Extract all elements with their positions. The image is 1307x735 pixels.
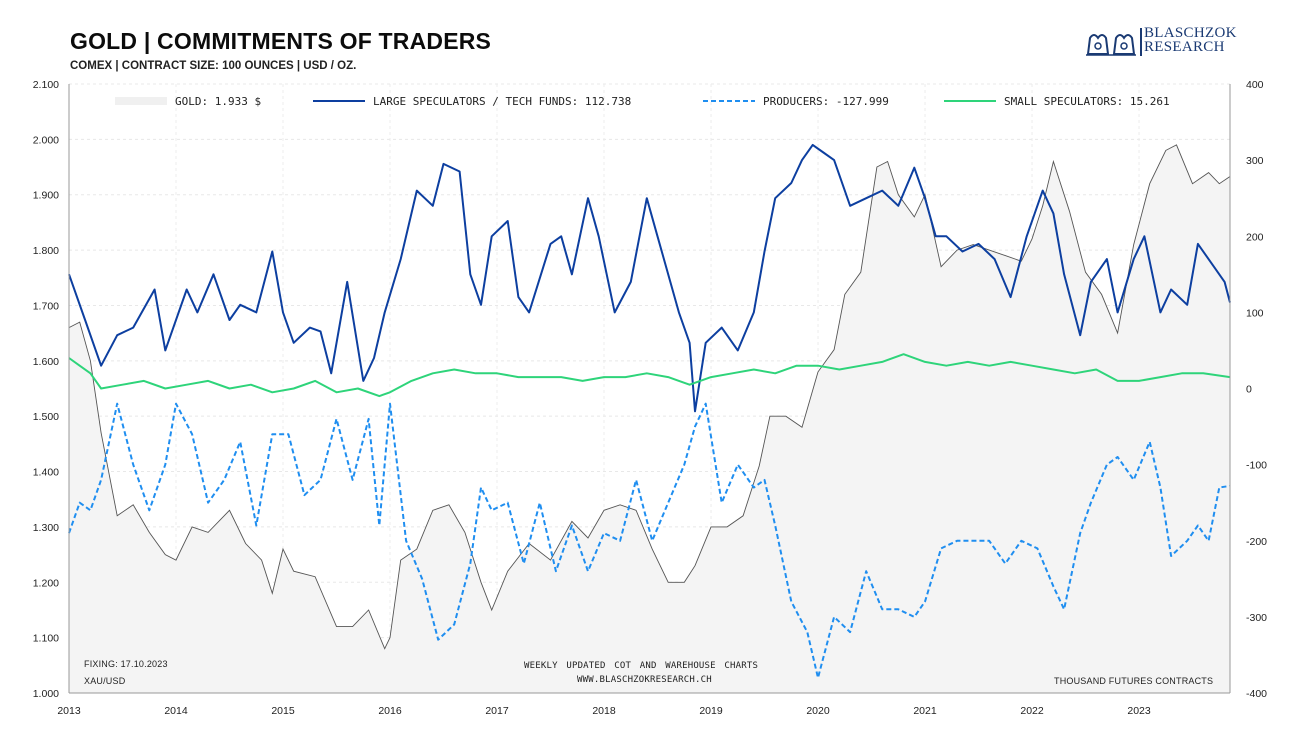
y-right-tick-label: 300 bbox=[1246, 155, 1264, 167]
symbol-label: XAU/USD bbox=[84, 676, 126, 686]
x-tick-label: 2023 bbox=[1127, 705, 1151, 717]
series-line-producers bbox=[68, 402, 1231, 679]
y-right-tick-label: 100 bbox=[1246, 307, 1264, 319]
y-right-tick-label: -200 bbox=[1246, 536, 1267, 548]
x-tick-label: 2016 bbox=[378, 705, 402, 717]
y-left-tick-label: 1.900 bbox=[33, 190, 59, 202]
logo-line-2: RESEARCH bbox=[1144, 39, 1225, 55]
x-tick-label: 2019 bbox=[699, 705, 723, 717]
y-right-tick-label: 200 bbox=[1246, 231, 1264, 243]
y-right-tick-label: -400 bbox=[1246, 688, 1267, 700]
y-right-tick-label: -100 bbox=[1246, 460, 1267, 472]
legend: GOLD: 1.933 $ LARGE SPECULATORS / TECH FU… bbox=[115, 95, 1170, 108]
legend-label: LARGE SPECULATORS / TECH FUNDS: 112.738 bbox=[373, 95, 631, 108]
x-tick-label: 2018 bbox=[592, 705, 616, 717]
right-axis-unit: THOUSAND FUTURES CONTRACTS bbox=[1054, 676, 1214, 686]
y-right-tick-label: 400 bbox=[1246, 79, 1264, 91]
y-left-tick-label: 1.000 bbox=[33, 688, 59, 700]
series-line-large-speculators-tech-funds bbox=[68, 143, 1231, 413]
series-line-gold bbox=[68, 144, 1231, 650]
y-left-tick-label: 1.600 bbox=[33, 356, 59, 368]
logo-divider bbox=[1140, 28, 1142, 56]
x-tick-label: 2022 bbox=[1020, 705, 1044, 717]
brand-mark-icon bbox=[1086, 34, 1136, 56]
x-tick-label: 2013 bbox=[57, 705, 81, 717]
y-left-tick-label: 1.700 bbox=[33, 300, 59, 312]
logo-wordmark: BLASCHZOK RESEARCH bbox=[1144, 25, 1237, 55]
y-left-tick-label: 2.000 bbox=[33, 134, 59, 146]
logo-line-1: BLASCHZOK bbox=[1144, 25, 1237, 41]
y-left-tick-label: 2.100 bbox=[33, 79, 59, 91]
y-left-tick-label: 1.400 bbox=[33, 467, 59, 479]
x-tick-label: 2017 bbox=[485, 705, 509, 717]
x-tick-label: 2020 bbox=[806, 705, 830, 717]
footer-promo-line-2[interactable]: WWW.BLASCHZOKRESEARCH.CH bbox=[577, 675, 712, 685]
y-left-tick-label: 1.200 bbox=[33, 577, 59, 589]
y-left-tick-label: 1.100 bbox=[33, 633, 59, 645]
y-left-tick-label: 1.500 bbox=[33, 411, 59, 423]
legend-label: PRODUCERS: -127.999 bbox=[763, 95, 889, 108]
chart-subtitle: COMEX | CONTRACT SIZE: 100 OUNCES | USD … bbox=[70, 60, 357, 72]
legend-swatch-gold bbox=[115, 97, 167, 105]
legend-label: SMALL SPECULATORS: 15.261 bbox=[1004, 95, 1170, 108]
fixing-label: FIXING: 17.10.2023 bbox=[84, 659, 168, 669]
brand-logo[interactable]: BLASCHZOK RESEARCH bbox=[1086, 26, 1246, 60]
y-left-tick-label: 1.800 bbox=[33, 245, 59, 257]
series-lines bbox=[68, 143, 1231, 679]
y-right-tick-label: 0 bbox=[1246, 384, 1252, 396]
chart-title: GOLD | COMMITMENTS OF TRADERS bbox=[70, 28, 492, 54]
y-right-tick-label: -300 bbox=[1246, 612, 1267, 624]
y-left-tick-label: 1.300 bbox=[33, 522, 59, 534]
x-tick-label: 2021 bbox=[913, 705, 937, 717]
x-tick-label: 2015 bbox=[271, 705, 295, 717]
footer-promo-line-1: WEEKLY UPDATED COT AND WAREHOUSE CHARTS bbox=[524, 661, 759, 671]
axes: 2.100 2.000 1.900 1.800 1.700 1.600 1.500 1.400… bbox=[33, 79, 1267, 717]
series-line-small-speculators bbox=[68, 353, 1231, 398]
x-tick-label: 2014 bbox=[164, 705, 188, 717]
legend-label: GOLD: 1.933 $ bbox=[175, 95, 261, 108]
